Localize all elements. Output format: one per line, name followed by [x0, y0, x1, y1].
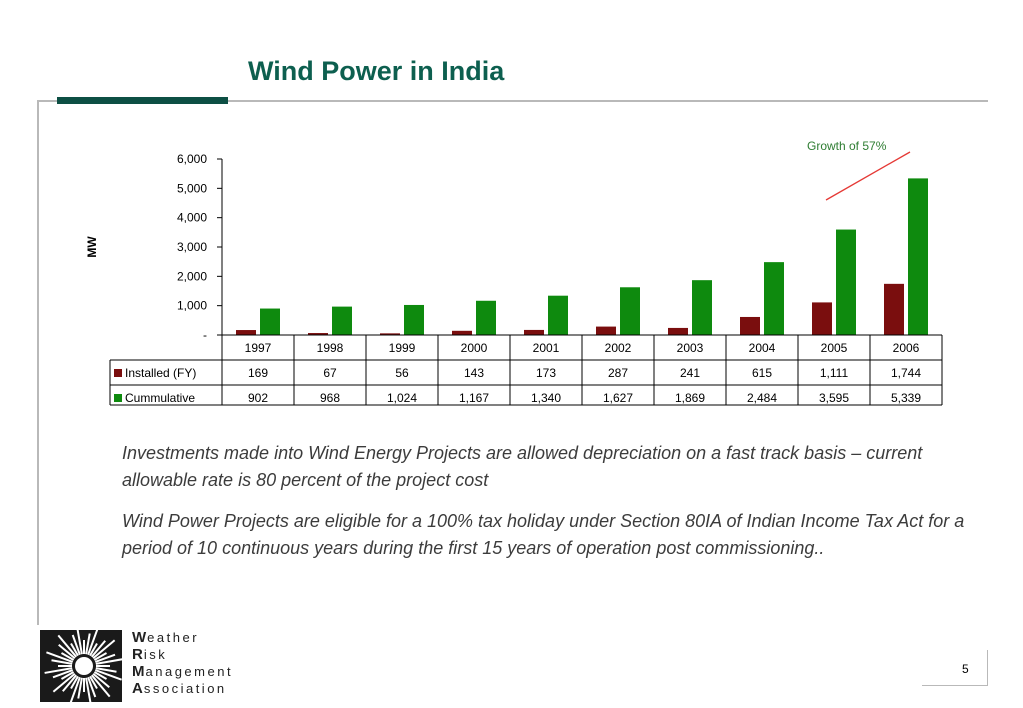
- wind-power-chart: - 1,000 2,000 3,000 4,000 5,000 6,000 MW 1997 199…: [85, 139, 943, 406]
- y-tick-label: 5,000: [177, 181, 207, 195]
- page-number: 5: [962, 662, 969, 676]
- bar-installed: [452, 330, 472, 335]
- legend-label: Installed (FY): [125, 366, 196, 380]
- bar-installed: [884, 283, 904, 335]
- legend-swatch: [114, 394, 122, 402]
- data-label: 1,024: [387, 391, 417, 405]
- logo-line-management: Management: [132, 663, 234, 680]
- x-tick-label: 1997: [245, 341, 272, 355]
- logo-line-risk: Risk: [132, 646, 168, 663]
- bar-cumulative: [476, 300, 496, 335]
- y-tick-label: 2,000: [177, 269, 207, 283]
- bar-cumulative: [548, 295, 568, 335]
- data-label: 1,869: [675, 391, 705, 405]
- data-label: 1,167: [459, 391, 489, 405]
- wrma-logo-icon: [40, 630, 122, 702]
- data-label: 615: [752, 366, 772, 380]
- bar-cumulative: [332, 306, 352, 335]
- bar-installed: [740, 316, 760, 335]
- data-label: 287: [608, 366, 628, 380]
- x-tick-label: 2000: [461, 341, 488, 355]
- bar-installed: [668, 327, 688, 335]
- bar-cumulative: [404, 304, 424, 335]
- bar-installed: [524, 329, 544, 335]
- data-label: 1,111: [820, 366, 849, 380]
- data-label: 3,595: [819, 391, 849, 405]
- x-tick-label: 2004: [749, 341, 776, 355]
- data-label: 143: [464, 366, 484, 380]
- x-tick-label: 2001: [533, 341, 560, 355]
- bar-installed: [812, 302, 832, 335]
- bar-installed: [236, 330, 256, 335]
- legend-swatch: [114, 369, 122, 377]
- y-tick-label: 1,000: [177, 299, 207, 313]
- bar-installed: [596, 326, 616, 335]
- footer-rule-bottom: [922, 685, 988, 686]
- paragraph-depreciation: Investments made into Wind Energy Projec…: [122, 443, 923, 490]
- data-label: 1,627: [603, 391, 633, 405]
- x-tick-label: 1998: [317, 341, 344, 355]
- paragraph-tax-holiday: Wind Power Projects are eligible for a 1…: [122, 511, 965, 558]
- header-rule: [38, 100, 988, 102]
- y-tick-label: 3,000: [177, 240, 207, 254]
- bar-installed: [308, 333, 328, 335]
- bar-cumulative: [908, 178, 928, 335]
- x-tick-label: 2006: [893, 341, 920, 355]
- bar-cumulative: [764, 262, 784, 335]
- x-tick-label: 2003: [677, 341, 704, 355]
- header-accent-bar: [57, 97, 228, 104]
- x-tick-label: 2002: [605, 341, 632, 355]
- bar-cumulative: [620, 287, 640, 335]
- data-label: 902: [248, 391, 268, 405]
- data-label: 67: [323, 366, 337, 380]
- data-label: 1,340: [531, 391, 561, 405]
- data-label: 56: [395, 366, 409, 380]
- data-label: 169: [248, 366, 268, 380]
- slide-title: Wind Power in India: [248, 56, 505, 86]
- wrma-logo-text: Weather Risk Management Association: [132, 629, 233, 697]
- bar-cumulative: [260, 308, 280, 335]
- legend-label: Cummulative: [125, 391, 195, 405]
- bar-cumulative: [692, 280, 712, 335]
- footer-rule-right: [987, 650, 988, 686]
- data-label: 968: [320, 391, 340, 405]
- growth-arrow: [825, 151, 911, 201]
- y-axis-title: MW: [85, 236, 99, 258]
- bar-cumulative: [836, 229, 856, 335]
- y-tick-label: 6,000: [177, 152, 207, 166]
- logo-line-weather: Weather: [132, 629, 200, 646]
- x-tick-label: 1999: [389, 341, 416, 355]
- bar-installed: [380, 333, 400, 335]
- data-label: 2,484: [747, 391, 777, 405]
- y-tick-label: 4,000: [177, 211, 207, 225]
- data-label: 173: [536, 366, 556, 380]
- growth-annotation: Growth of 57%: [807, 139, 887, 153]
- logo-line-association: Association: [132, 680, 227, 697]
- left-rule: [37, 100, 39, 625]
- data-label: 1,744: [891, 366, 921, 380]
- x-tick-label: 2005: [821, 341, 848, 355]
- data-label: 241: [680, 366, 700, 380]
- data-label: 5,339: [891, 391, 921, 405]
- y-tick-label: -: [203, 328, 207, 342]
